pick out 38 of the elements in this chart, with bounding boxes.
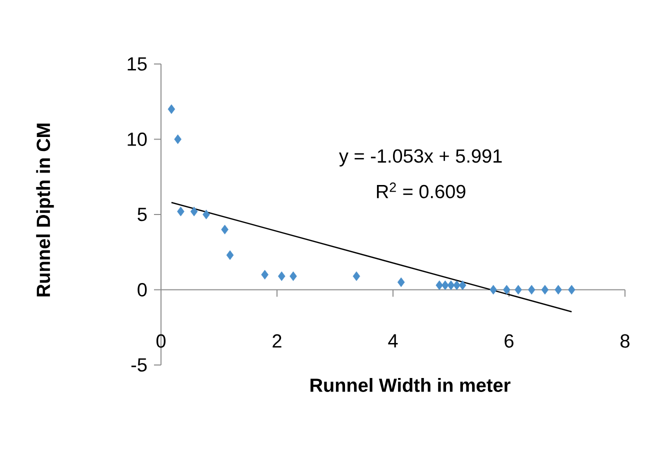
point [490,284,497,295]
point [447,280,455,290]
point [397,277,405,288]
point [226,250,234,260]
point [202,210,210,220]
point [221,224,228,234]
x-tick-label: 2 [272,334,282,348]
y-axis-title: Runnel Dipth in CM [36,124,54,296]
point [352,271,360,281]
point [528,284,536,295]
point [453,280,460,290]
point [174,134,182,144]
point [503,284,510,295]
y-tick-label: 5 [138,208,147,222]
y-tick-label: 15 [128,57,147,71]
y-tick-label: 10 [128,132,147,146]
point [278,271,286,281]
x-axis-title: Runnel Width in meter [310,378,510,392]
y-tick-label: -5 [131,358,147,372]
point [177,206,184,216]
point [554,284,562,295]
point [168,104,176,114]
x-tick-label: 4 [388,334,398,348]
y-tick-label: 0 [138,283,147,296]
point [442,280,449,290]
point [541,284,549,295]
point [190,206,198,216]
point [514,284,522,295]
point [261,270,268,280]
point [290,271,297,281]
x-tick-label: 6 [504,334,514,348]
annotation: R$^{2}$ = 0.609 [376,182,466,198]
point [436,280,444,290]
point [568,284,576,295]
x-tick-label: 0 [156,334,166,348]
point [458,280,466,290]
annotation: y = -1.053x + 5.991 [339,149,502,166]
x-tick-label: 8 [620,334,630,348]
